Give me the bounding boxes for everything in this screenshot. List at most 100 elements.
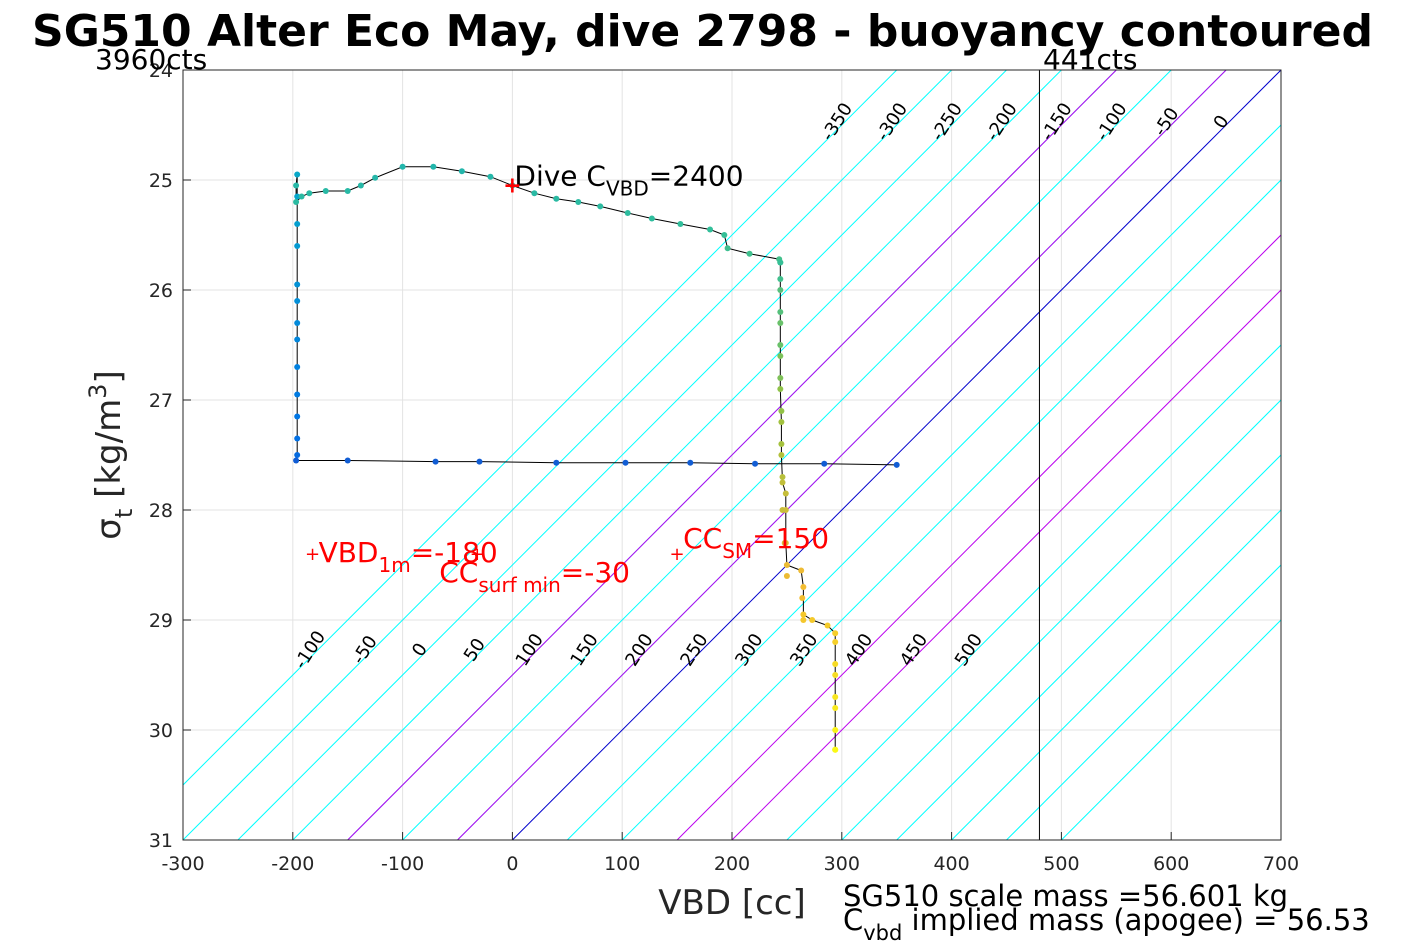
apogee-point: [687, 459, 694, 466]
marker-label-value: =-180: [411, 536, 498, 569]
apogee-point: [893, 461, 900, 468]
descent-point: [294, 281, 301, 288]
scale-mass-text: SG510 scale mass =56.601 kg: [843, 879, 1288, 913]
x-tick-label: 300: [824, 853, 860, 875]
dive-point: [707, 226, 714, 233]
data-points: [293, 163, 900, 753]
dive-point: [322, 188, 329, 194]
x-tick-label: 600: [1153, 853, 1189, 875]
contour-line: [896, 454, 1281, 840]
contour-line: [292, 70, 1062, 840]
y-axis-ticks: 24 25 26 27 28 29 30 31: [149, 60, 191, 852]
descent-point: [294, 452, 301, 458]
marker-label-value: =2400: [649, 160, 744, 193]
descent-point: [294, 298, 301, 304]
implied-mass-c: C: [843, 903, 863, 937]
x-axis-ticks: -300 -200 -100 0 100 200 300 400 500 600 700: [161, 832, 1299, 875]
dive-point: [458, 168, 465, 175]
dive-point: [777, 320, 784, 326]
right-counts-label: 441cts: [1043, 43, 1137, 76]
markers: +Dive CVBD=2400+VBD1m=-180+CCsurf min=-3…: [305, 160, 829, 598]
dive-point: [832, 727, 839, 733]
x-tick-label: 0: [506, 853, 518, 875]
dive-point: [800, 584, 807, 590]
descent-point: [294, 243, 301, 249]
climb-point: [832, 672, 839, 678]
climb-point: [799, 595, 806, 601]
x-tick-label: -100: [381, 853, 424, 875]
descent-point: [294, 364, 301, 370]
climb-point: [781, 540, 788, 546]
x-tick-label: -300: [161, 853, 204, 875]
apogee-point: [553, 459, 560, 466]
y-tick-label: 28: [149, 500, 173, 522]
apogee-trace-line: [296, 460, 897, 466]
x-tick-label: 500: [1043, 853, 1079, 875]
apogee-point: [476, 458, 483, 465]
dive-point: [778, 419, 785, 425]
descent-point: [294, 391, 301, 398]
descent-point: [294, 171, 301, 178]
contour-line: [566, 124, 1281, 840]
climb-point: [777, 375, 784, 381]
y-tick-label: 29: [149, 610, 173, 632]
descent-point: [294, 221, 301, 227]
dive-point: [553, 195, 560, 202]
apogee-point: [821, 460, 828, 467]
implied-mass-rest: implied mass (apogee) = 56.53: [902, 903, 1369, 937]
apogee-point: [622, 459, 629, 466]
y-tick-label: 30: [149, 720, 173, 742]
dive-point: [832, 661, 839, 667]
climb-point: [778, 441, 785, 447]
contour-line: [731, 289, 1281, 840]
marker-label: CCSM=150: [683, 522, 829, 563]
y-axis-label-sub: t: [110, 509, 138, 518]
marker-label-main: CC: [439, 556, 478, 589]
dive-point: [721, 232, 728, 238]
dive-point: [487, 173, 494, 180]
contour-line: [512, 70, 1281, 840]
apogee-point: [293, 457, 300, 464]
dive-point: [293, 199, 300, 205]
contour-line: [786, 344, 1281, 840]
marker-label: CCsurf min=-30: [439, 556, 630, 597]
descent-point: [294, 435, 301, 442]
dive-point: [782, 490, 789, 497]
dive-point: [798, 567, 805, 574]
marker-label-value: =-30: [561, 556, 630, 589]
dive-point: [344, 188, 351, 194]
climb-point: [777, 309, 784, 315]
y-axis-label-sup: 3: [84, 384, 112, 399]
y-tick-label: 26: [149, 280, 173, 302]
dive-point: [399, 163, 406, 170]
contour-line: [183, 70, 898, 786]
dive-point: [531, 190, 538, 197]
x-tick-label: 200: [714, 853, 750, 875]
marker-plus: +: [670, 544, 685, 565]
marker-label-sub: VBD: [606, 177, 649, 201]
y-tick-label: 24: [149, 60, 173, 82]
climb-point: [777, 259, 784, 266]
dive-point: [298, 193, 305, 200]
contour-line: [621, 179, 1281, 840]
dive-point: [832, 630, 839, 637]
descent-point: [294, 193, 301, 200]
dive-point: [832, 694, 839, 700]
apogee-point: [752, 460, 759, 467]
dive-point: [430, 163, 437, 170]
y-tick-label: 31: [149, 830, 173, 852]
contour-line: [951, 509, 1281, 840]
dive-point: [777, 353, 784, 359]
contour-line: [183, 70, 952, 840]
y-axis-label: σt [kg/m3]: [84, 370, 138, 539]
x-tick-label: 100: [604, 853, 640, 875]
marker-label-main: VBD: [319, 536, 379, 569]
descent-point: [294, 336, 301, 343]
contour-line-highlight: [457, 70, 1227, 840]
y-axis-label-unit: [kg/m: [89, 399, 129, 509]
marker-label: VBD1m=-180: [319, 536, 498, 577]
apogee-point: [344, 457, 351, 464]
y-axis-label-end: ]: [89, 370, 129, 383]
x-axis-label: VBD [cc]: [658, 883, 806, 923]
contour-line: [841, 399, 1281, 840]
